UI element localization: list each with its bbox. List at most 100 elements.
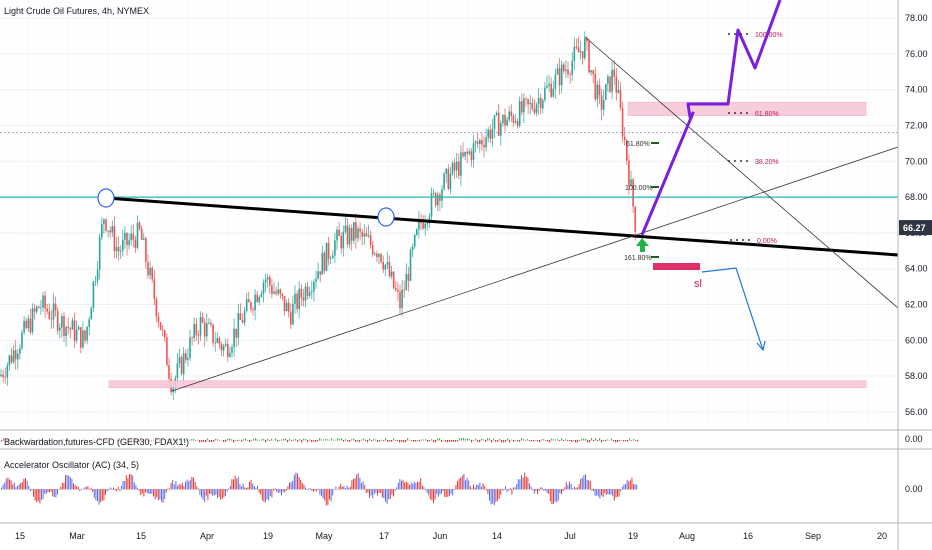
oscillator-bar — [525, 476, 527, 490]
backwardation-bar — [333, 439, 335, 441]
oscillator-bar — [4, 482, 6, 490]
backwardation-bar — [357, 440, 359, 442]
candle — [88, 319, 90, 327]
oscillator-bar — [327, 489, 329, 505]
backwardation-bar — [199, 440, 201, 443]
oscillator-bar — [575, 487, 577, 490]
candle — [187, 358, 189, 360]
backwardation-bar — [491, 440, 493, 443]
oscillator-bar — [505, 486, 506, 490]
candle — [384, 264, 387, 270]
backwardation-bar — [553, 439, 555, 441]
candle — [504, 114, 506, 126]
candle — [220, 344, 223, 351]
oscillator-bar — [274, 488, 276, 490]
candle — [348, 227, 351, 245]
backwardation-bar — [329, 439, 331, 441]
oscillator-bar — [543, 489, 545, 491]
oscillator-bar — [380, 489, 382, 494]
candle — [401, 289, 403, 309]
oscillator-bar — [233, 479, 234, 490]
candle — [539, 97, 542, 109]
candle — [212, 324, 214, 343]
candle — [233, 328, 235, 348]
candle — [201, 316, 204, 323]
backwardation-bar — [213, 440, 215, 442]
backwardation-bar — [565, 439, 567, 441]
candle — [164, 330, 166, 338]
backwardation-bar — [293, 439, 295, 441]
candle — [441, 189, 443, 201]
oscillator-bar — [613, 489, 615, 501]
backwardation-bar — [603, 440, 605, 441]
y-tick-label: 58.00 — [905, 371, 928, 381]
oscillator-bar — [29, 489, 31, 492]
backwardation-bar — [337, 438, 339, 441]
backwardation-bar — [629, 438, 631, 441]
candle — [602, 99, 605, 110]
candle — [77, 327, 80, 330]
oscillator-bar — [481, 486, 482, 490]
candle — [96, 269, 99, 281]
backwardation-bar — [471, 440, 473, 443]
candle — [260, 293, 263, 297]
backwardation-bar — [455, 440, 457, 442]
oscillator-bar — [114, 489, 116, 491]
oscillator-bar — [316, 489, 318, 492]
backwardation-bar — [595, 438, 597, 441]
backwardation-bar — [381, 439, 383, 441]
candle — [117, 247, 120, 252]
candle — [558, 68, 561, 86]
oscillator-bar — [517, 479, 519, 490]
backwardation-bar — [535, 440, 537, 441]
backwardation-bar — [283, 438, 285, 441]
backwardation-bar — [259, 440, 261, 441]
backwardation-bar — [225, 440, 227, 442]
candle — [586, 38, 588, 42]
backwardation-bar — [599, 438, 601, 441]
oscillator-bar — [397, 482, 399, 490]
candle — [569, 74, 571, 75]
backwardation-bar — [581, 438, 583, 441]
oscillator-bar — [463, 473, 465, 490]
candle — [634, 206, 636, 232]
backwardation-bar — [411, 440, 413, 442]
oscillator-bar — [378, 489, 380, 493]
oscillator-bar — [199, 489, 201, 495]
candle — [31, 308, 34, 333]
backwardation-bar — [223, 440, 225, 442]
backwardation-bar — [461, 438, 463, 441]
oscillator-bar — [164, 489, 166, 500]
oscillator-bar — [71, 478, 73, 490]
candle — [216, 338, 219, 343]
backwardation-bar — [459, 438, 461, 441]
oscillator-bar — [252, 483, 254, 490]
oscillator-bar — [210, 489, 212, 495]
candle — [523, 98, 525, 113]
candle — [61, 316, 63, 328]
backwardation-bar — [619, 440, 621, 442]
candle — [128, 240, 130, 245]
candle — [27, 318, 30, 329]
backwardation-bar — [445, 440, 447, 442]
backwardation-bar — [255, 438, 257, 441]
candle — [300, 288, 303, 298]
backwardation-bar — [371, 440, 373, 442]
oscillator-bar — [241, 486, 242, 490]
oscillator-bar — [509, 488, 511, 490]
oscillator-bar — [317, 488, 319, 490]
oscillator-bar — [412, 483, 414, 490]
candle — [54, 303, 57, 311]
backwardation-bar — [479, 440, 481, 443]
fib-level-label: 100.00% — [625, 185, 653, 192]
candle — [266, 277, 269, 280]
candle — [191, 337, 193, 339]
candle — [365, 233, 368, 237]
candle — [533, 108, 536, 113]
candle — [495, 112, 498, 116]
oscillator-bar — [537, 489, 538, 495]
backwardation-bar — [443, 439, 445, 441]
oscillator-bar — [175, 481, 177, 490]
backwardation-bar — [547, 440, 549, 442]
candle — [531, 102, 534, 109]
